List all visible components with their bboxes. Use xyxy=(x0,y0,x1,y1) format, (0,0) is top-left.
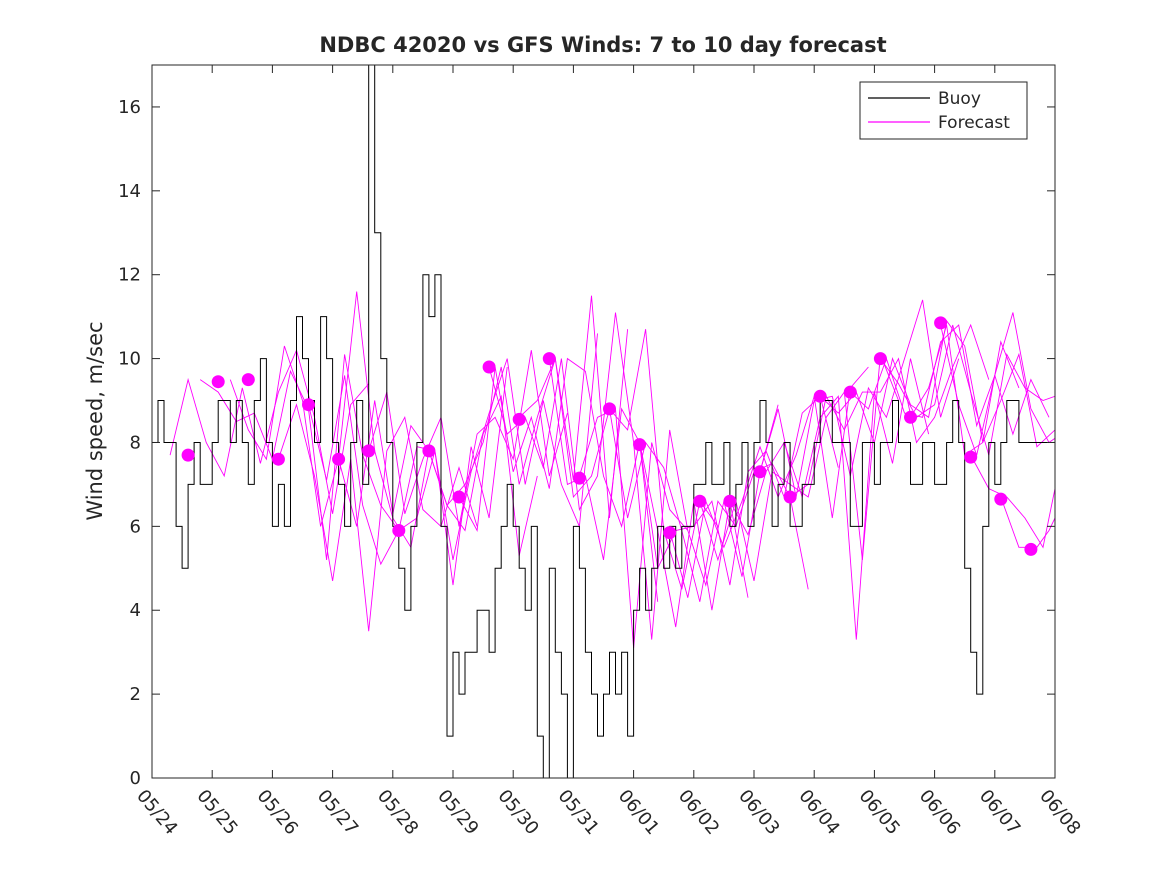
forecast-run-14 xyxy=(609,408,809,602)
forecast-marker xyxy=(302,398,315,412)
legend-forecast-label: Forecast xyxy=(938,113,1010,133)
forecast-run-16 xyxy=(669,366,869,598)
forecast-marker xyxy=(482,360,496,374)
forecast-marker xyxy=(603,402,616,416)
legend-box xyxy=(859,81,1028,140)
y-tick-label: 6 xyxy=(130,516,141,537)
y-tick-label: 10 xyxy=(118,349,141,370)
forecast-marker xyxy=(873,352,887,366)
forecast-run-6 xyxy=(368,350,568,527)
forecast-marker xyxy=(693,494,707,508)
forecast-marker xyxy=(663,526,677,540)
series-layer xyxy=(152,65,1055,778)
forecast-run-19 xyxy=(759,299,960,498)
forecast-marker xyxy=(633,438,647,452)
forecast-marker xyxy=(964,450,978,464)
forecast-run-2 xyxy=(229,291,430,549)
forecast-marker xyxy=(512,412,526,426)
forecast-marker xyxy=(904,410,917,424)
forecast-marker xyxy=(211,375,225,389)
forecast-run-0 xyxy=(169,348,370,514)
y-tick-label: 12 xyxy=(118,265,141,286)
forecast-marker xyxy=(723,494,737,508)
y-tick-label: 14 xyxy=(118,181,141,202)
forecast-marker xyxy=(572,471,586,485)
forecast-marker xyxy=(934,316,948,330)
y-tick-label: 0 xyxy=(130,768,141,789)
buoy-line xyxy=(152,65,1049,778)
forecast-marker xyxy=(452,490,466,504)
forecast-run-26 xyxy=(970,454,1055,549)
axes-frame xyxy=(151,64,1056,779)
forecast-marker xyxy=(241,373,255,387)
forecast-run-25 xyxy=(940,312,1055,457)
forecast-marker xyxy=(332,452,346,466)
forecast-marker xyxy=(392,524,406,537)
y-tick-label: 2 xyxy=(130,684,141,705)
forecast-run-20 xyxy=(789,323,990,498)
forecast-marker xyxy=(783,490,797,504)
forecast-run-22 xyxy=(849,324,1050,436)
y-tick-label: 4 xyxy=(130,600,141,621)
forecast-run-8 xyxy=(428,295,629,519)
forecast-marker xyxy=(843,385,857,399)
legend: Buoy Forecast xyxy=(859,81,1028,140)
forecast-run-24 xyxy=(910,324,1055,456)
forecast-marker xyxy=(181,448,195,462)
y-axis-label: Wind speed, m/sec xyxy=(83,321,107,520)
legend-buoy-label: Buoy xyxy=(938,89,981,109)
forecast-marker xyxy=(813,389,827,403)
forecast-marker xyxy=(271,452,285,466)
forecast-marker xyxy=(994,492,1008,506)
forecast-marker xyxy=(753,465,767,479)
forecast-run-18 xyxy=(729,358,930,640)
forecast-run-23 xyxy=(880,324,1055,456)
forecast-run-4 xyxy=(308,366,508,586)
forecast-marker xyxy=(1024,542,1038,556)
forecast-marker xyxy=(362,444,376,458)
y-tick-label: 8 xyxy=(130,432,141,453)
forecast-marker xyxy=(422,444,436,458)
forecast-marker xyxy=(542,352,556,366)
chart-title: NDBC 42020 vs GFS Winds: 7 to 10 day for… xyxy=(319,33,886,57)
forecast-markers xyxy=(181,316,1038,556)
forecast-run-11 xyxy=(518,329,719,590)
y-tick-label: 16 xyxy=(118,97,141,118)
